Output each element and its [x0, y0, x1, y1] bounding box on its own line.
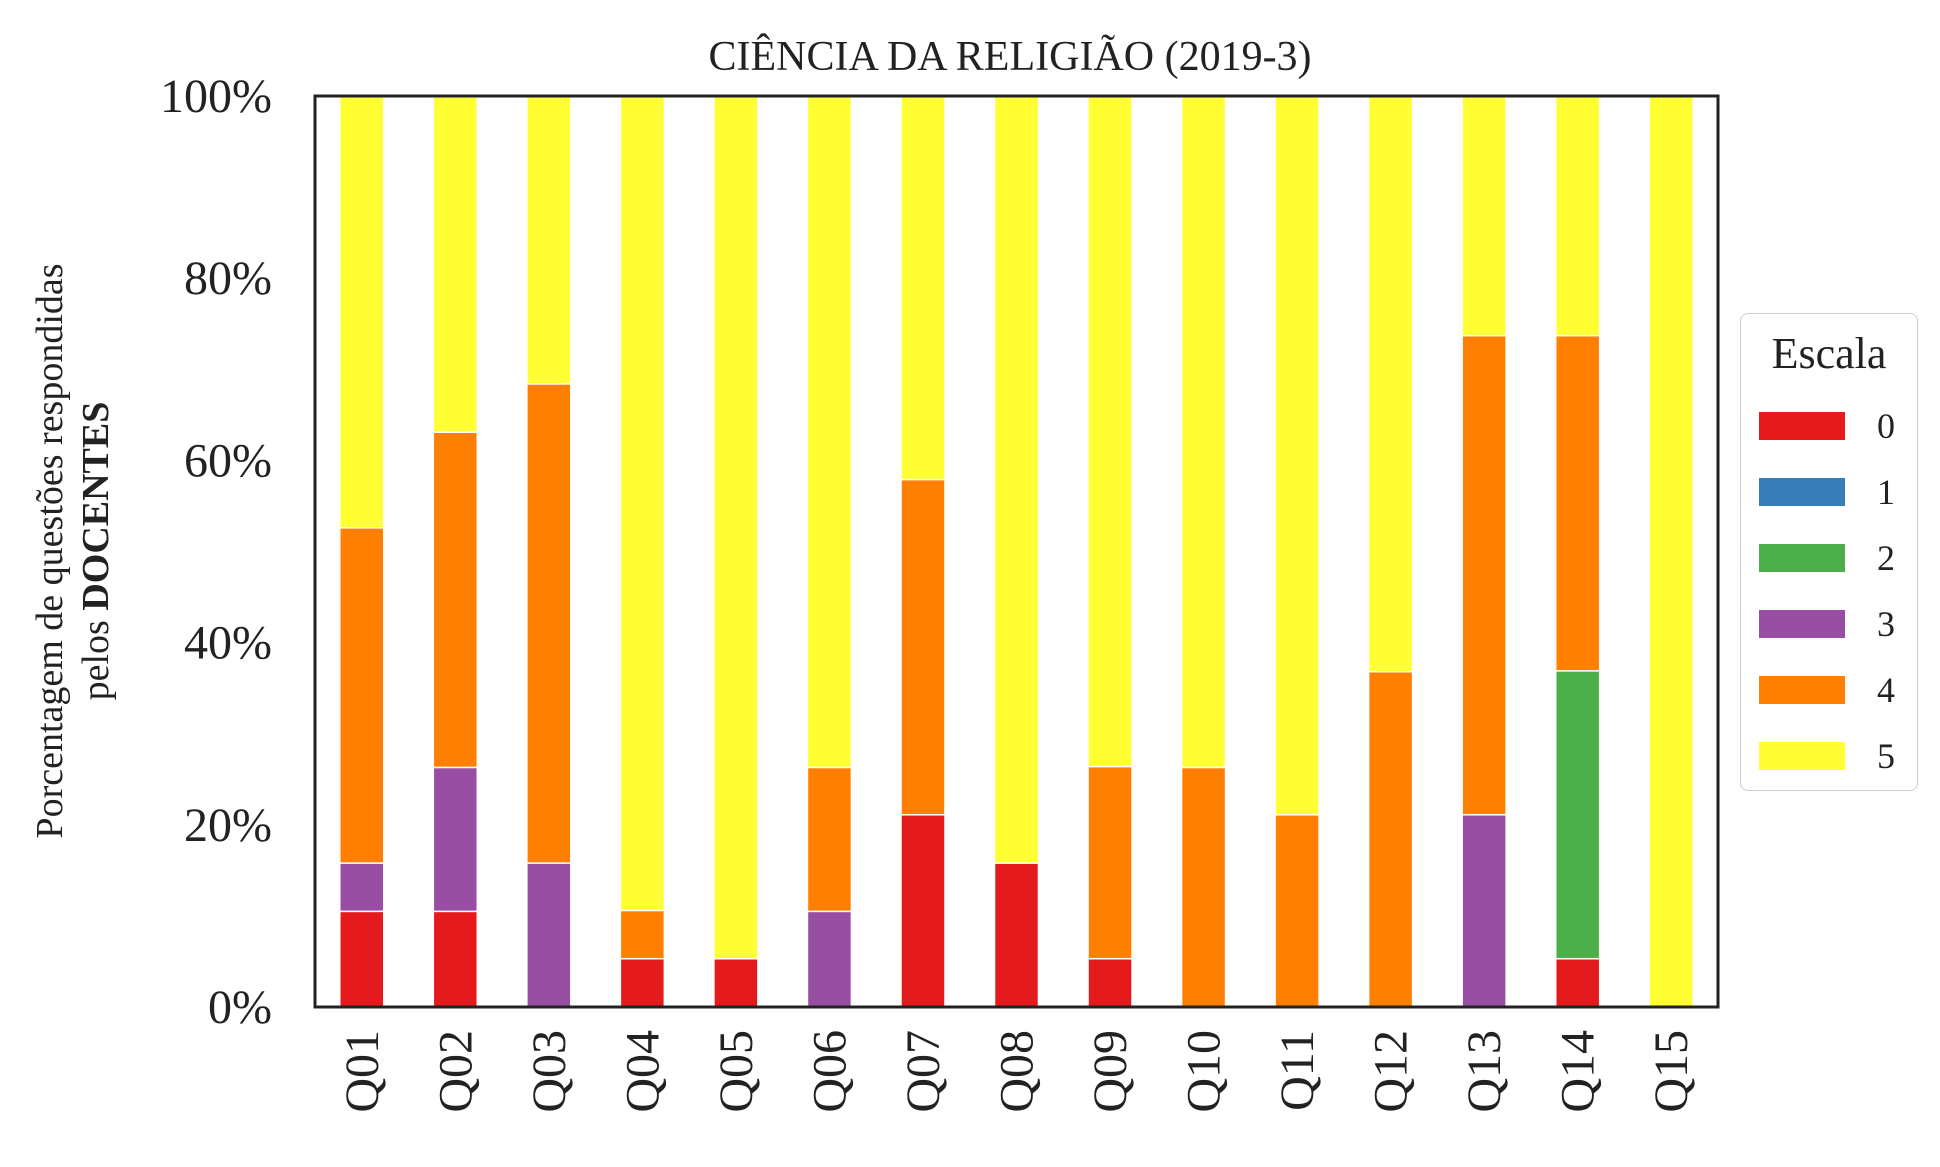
bar-segment-q10-scale-4 [1180, 766, 1227, 1008]
y-tick-label: 80% [184, 252, 272, 305]
bar-segment-q14-scale-2 [1554, 670, 1601, 960]
bar-segment-q11-scale-4 [1274, 814, 1320, 1008]
bar-segment-q07-scale-5 [900, 95, 946, 481]
x-tick-label: Q10 [1178, 1030, 1231, 1113]
bar-segment-q01-scale-5 [339, 95, 385, 529]
bar-segment-q06-scale-4 [806, 766, 853, 913]
legend-label: 2 [1877, 538, 1895, 578]
bar-segment-q01-scale-0 [339, 910, 385, 1008]
x-tick-label: Q08 [991, 1030, 1044, 1113]
x-tick-label: Q01 [336, 1030, 389, 1113]
bar-segment-q06-scale-5 [806, 95, 853, 769]
legend-label: 1 [1877, 472, 1895, 512]
x-tick-label: Q14 [1552, 1030, 1605, 1113]
bar-segment-q03-scale-4 [526, 383, 572, 864]
bar-segment-q07-scale-0 [900, 814, 946, 1008]
legend-swatch [1759, 610, 1845, 638]
x-tick-label: Q03 [523, 1030, 576, 1113]
bar-segment-q02-scale-3 [432, 766, 479, 913]
bar-segment-q09-scale-5 [1087, 94, 1133, 768]
x-tick-label: Q06 [803, 1030, 856, 1113]
bar-segment-q04-scale-4 [619, 909, 666, 960]
legend-item-scale-0: 0 [1759, 404, 1909, 446]
legend-label: 3 [1877, 604, 1895, 644]
bar-segment-q13-scale-4 [1461, 334, 1507, 816]
bar-segment-q09-scale-4 [1087, 765, 1133, 960]
y-axis-label-line1: Porcentagem de questões respondidas [29, 263, 71, 838]
bar-segment-q14-scale-5 [1554, 95, 1601, 337]
legend-item-scale-2: 2 [1759, 536, 1909, 578]
bar-segment-q04-scale-0 [619, 957, 666, 1008]
y-axis-label-bold: DOCENTES [75, 402, 117, 611]
bar-segment-q05-scale-5 [713, 95, 759, 960]
bar-segment-q12-scale-4 [1367, 671, 1414, 1008]
bar-segment-q06-scale-3 [806, 910, 853, 1008]
y-tick-label: 0% [208, 981, 272, 1034]
y-ticks-group: 0% 20% 40% 60% 80% 100% [160, 70, 272, 1034]
legend-label: 4 [1877, 670, 1895, 710]
x-tick-label: Q09 [1084, 1030, 1137, 1113]
x-tick-label: Q13 [1458, 1030, 1511, 1113]
y-axis-label-prefix: pelos [75, 611, 117, 701]
bar-segment-q11-scale-5 [1274, 95, 1320, 816]
x-tick-label: Q15 [1645, 1030, 1698, 1113]
legend-swatch [1759, 742, 1845, 770]
legend-title: Escala [1771, 329, 1887, 378]
legend-label: 5 [1877, 736, 1895, 776]
x-ticks-group: Q01 Q02 Q03 Q04 Q05 Q06 Q07 Q08 Q09 Q10 Q11 Q12 Q13 Q… [336, 1030, 1698, 1113]
x-tick-label: Q12 [1365, 1030, 1418, 1113]
bar-segment-q15-scale-5 [1648, 95, 1694, 1008]
legend-item-scale-4: 4 [1759, 668, 1909, 710]
y-tick-label: 100% [160, 70, 272, 123]
bar-segment-q04-scale-5 [619, 94, 666, 912]
legend-label: 0 [1877, 406, 1895, 446]
plot-frame [313, 94, 1720, 1009]
bar-segment-q10-scale-5 [1180, 95, 1227, 769]
bar-segment-q02-scale-5 [432, 96, 479, 433]
chart-title: CIÊNCIA DA RELIGIÃO (2019-3) [708, 33, 1311, 80]
bar-segment-q08-scale-5 [993, 95, 1040, 864]
x-tick-label: Q02 [429, 1030, 482, 1113]
bar-segment-q14-scale-4 [1554, 334, 1601, 672]
bar-segment-q03-scale-3 [526, 862, 572, 1008]
bar-segment-q01-scale-4 [339, 527, 385, 864]
bar-segment-q13-scale-3 [1461, 814, 1507, 1008]
bar-segment-q02-scale-4 [432, 431, 479, 769]
legend-swatch [1759, 544, 1845, 572]
bars-group [339, 94, 1694, 1008]
bar-segment-q13-scale-5 [1461, 95, 1507, 337]
bar-segment-q12-scale-5 [1367, 95, 1414, 673]
legend-item-scale-3: 3 [1759, 602, 1909, 644]
y-tick-label: 40% [184, 617, 272, 670]
bar-segment-q03-scale-5 [526, 95, 572, 385]
y-axis-label-line2: pelos DOCENTES [75, 402, 117, 701]
bar-segment-q09-scale-0 [1087, 957, 1133, 1008]
y-tick-label: 60% [184, 434, 272, 487]
legend-item-scale-1: 1 [1759, 470, 1909, 512]
x-tick-label: Q11 [1271, 1030, 1324, 1111]
bar-segment-q01-scale-3 [339, 862, 385, 913]
legend-item-scale-5: 5 [1759, 734, 1909, 776]
x-tick-label: Q04 [616, 1030, 669, 1113]
legend-swatch [1759, 412, 1845, 440]
bar-segment-q05-scale-0 [713, 957, 759, 1008]
x-tick-label: Q07 [897, 1030, 950, 1113]
y-tick-label: 20% [184, 799, 272, 852]
x-tick-label: Q05 [710, 1030, 763, 1113]
legend-swatch [1759, 478, 1845, 506]
legend: Escala 0 1 2 3 4 5 [1740, 313, 1918, 791]
bar-segment-q02-scale-0 [432, 910, 479, 1008]
bar-segment-q14-scale-0 [1554, 957, 1601, 1008]
bar-segment-q08-scale-0 [993, 862, 1040, 1008]
bar-segment-q07-scale-4 [900, 478, 946, 816]
legend-swatch [1759, 676, 1845, 704]
